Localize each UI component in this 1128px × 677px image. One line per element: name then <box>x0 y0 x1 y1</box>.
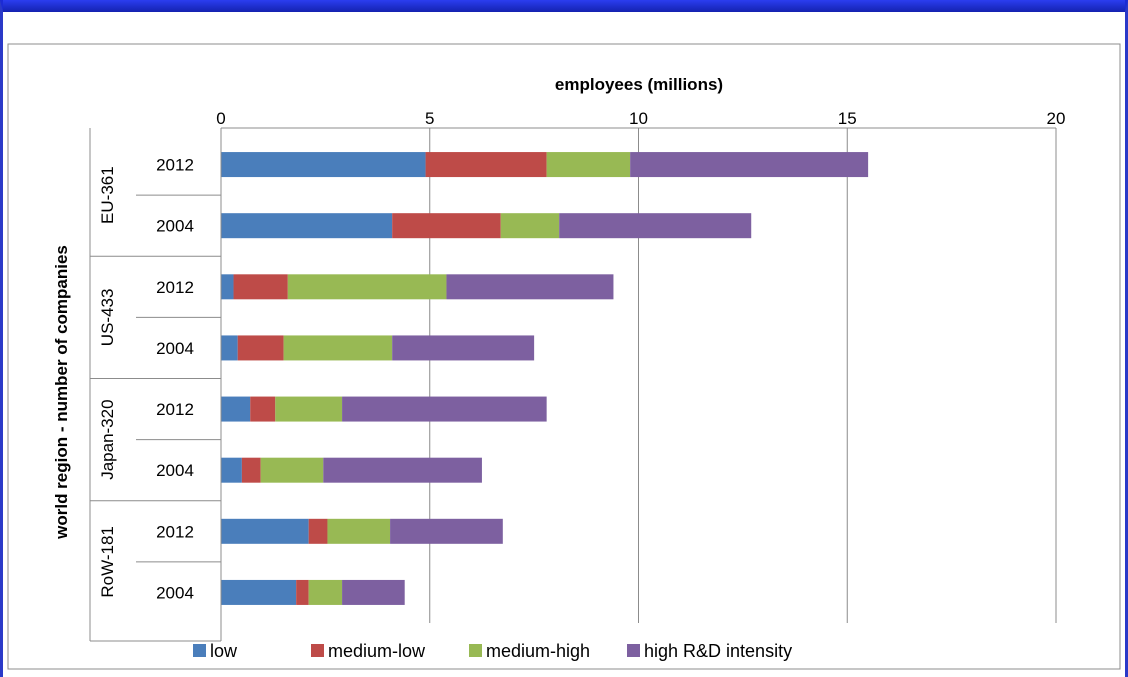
bar-segment <box>323 457 482 483</box>
legend-label: low <box>210 641 238 661</box>
y-category-label: 2004 <box>156 339 194 358</box>
y-group-label: Japan-320 <box>98 399 117 479</box>
bar-segment <box>287 274 447 300</box>
bar-segment <box>546 152 631 178</box>
legend-swatch <box>311 644 324 657</box>
bar-segment <box>425 152 547 178</box>
y-category-label: 2012 <box>156 156 194 175</box>
bar-segment <box>630 152 869 178</box>
bar-segment <box>237 335 284 361</box>
legend-swatch <box>193 644 206 657</box>
y-axis-categories: 2012 2004 2012 2004 2012 2004 2012 2004 EU-361 US… <box>89 128 222 642</box>
bar-segment <box>221 457 242 483</box>
legend-label: medium-low <box>328 641 426 661</box>
chart-area-border <box>7 43 1121 670</box>
bar-segment <box>221 213 393 239</box>
legend-label: high R&D intensity <box>644 641 792 661</box>
bar-segment <box>221 152 426 178</box>
bar-segment <box>446 274 614 300</box>
legend-swatch <box>469 644 482 657</box>
bar-segment <box>500 213 560 239</box>
bar-segment <box>342 396 547 422</box>
y-category-label: 2004 <box>156 217 194 236</box>
y-category-label: 2012 <box>156 400 194 419</box>
legend-swatch <box>627 644 640 657</box>
bar-segment <box>221 335 238 361</box>
bar-segment <box>342 579 405 605</box>
x-tick-label: 15 <box>838 109 857 128</box>
y-category-label: 2004 <box>156 461 194 480</box>
bar-segment <box>221 274 234 300</box>
x-tick-label: 0 <box>216 109 225 128</box>
y-group-label: RoW-181 <box>98 526 117 598</box>
bar-segment <box>275 396 343 422</box>
bar-segment <box>221 579 297 605</box>
bar-segment <box>308 579 343 605</box>
bar-segment <box>392 213 501 239</box>
bar-chart: employees (millions) world region - numb… <box>7 43 1121 670</box>
bar-segment <box>221 518 309 544</box>
y-category-label: 2012 <box>156 278 194 297</box>
bar-segment <box>241 457 261 483</box>
x-axis-ticks: 0 5 10 15 20 <box>216 109 1065 128</box>
legend: low medium-low medium-high high R&D intensi… <box>193 641 792 661</box>
bars <box>221 152 869 605</box>
y-axis-title: world region - number of companies <box>52 245 71 540</box>
bar-segment <box>260 457 324 483</box>
x-tick-label: 5 <box>425 109 434 128</box>
bar-segment <box>559 213 752 239</box>
x-axis-title: employees (millions) <box>555 75 723 94</box>
y-category-label: 2004 <box>156 583 194 602</box>
bar-segment <box>221 396 251 422</box>
bar-segment <box>390 518 503 544</box>
bar-segment <box>392 335 535 361</box>
bar-segment <box>327 518 391 544</box>
bar-segment <box>308 518 328 544</box>
bar-segment <box>233 274 288 300</box>
bar-segment <box>250 396 276 422</box>
x-tick-label: 10 <box>629 109 648 128</box>
legend-label: medium-high <box>486 641 590 661</box>
x-tick-label: 20 <box>1047 109 1066 128</box>
y-group-label: EU-361 <box>98 166 117 224</box>
bar-segment <box>296 579 309 605</box>
bar-segment <box>283 335 393 361</box>
y-category-label: 2012 <box>156 522 194 541</box>
y-group-label: US-433 <box>98 289 117 347</box>
